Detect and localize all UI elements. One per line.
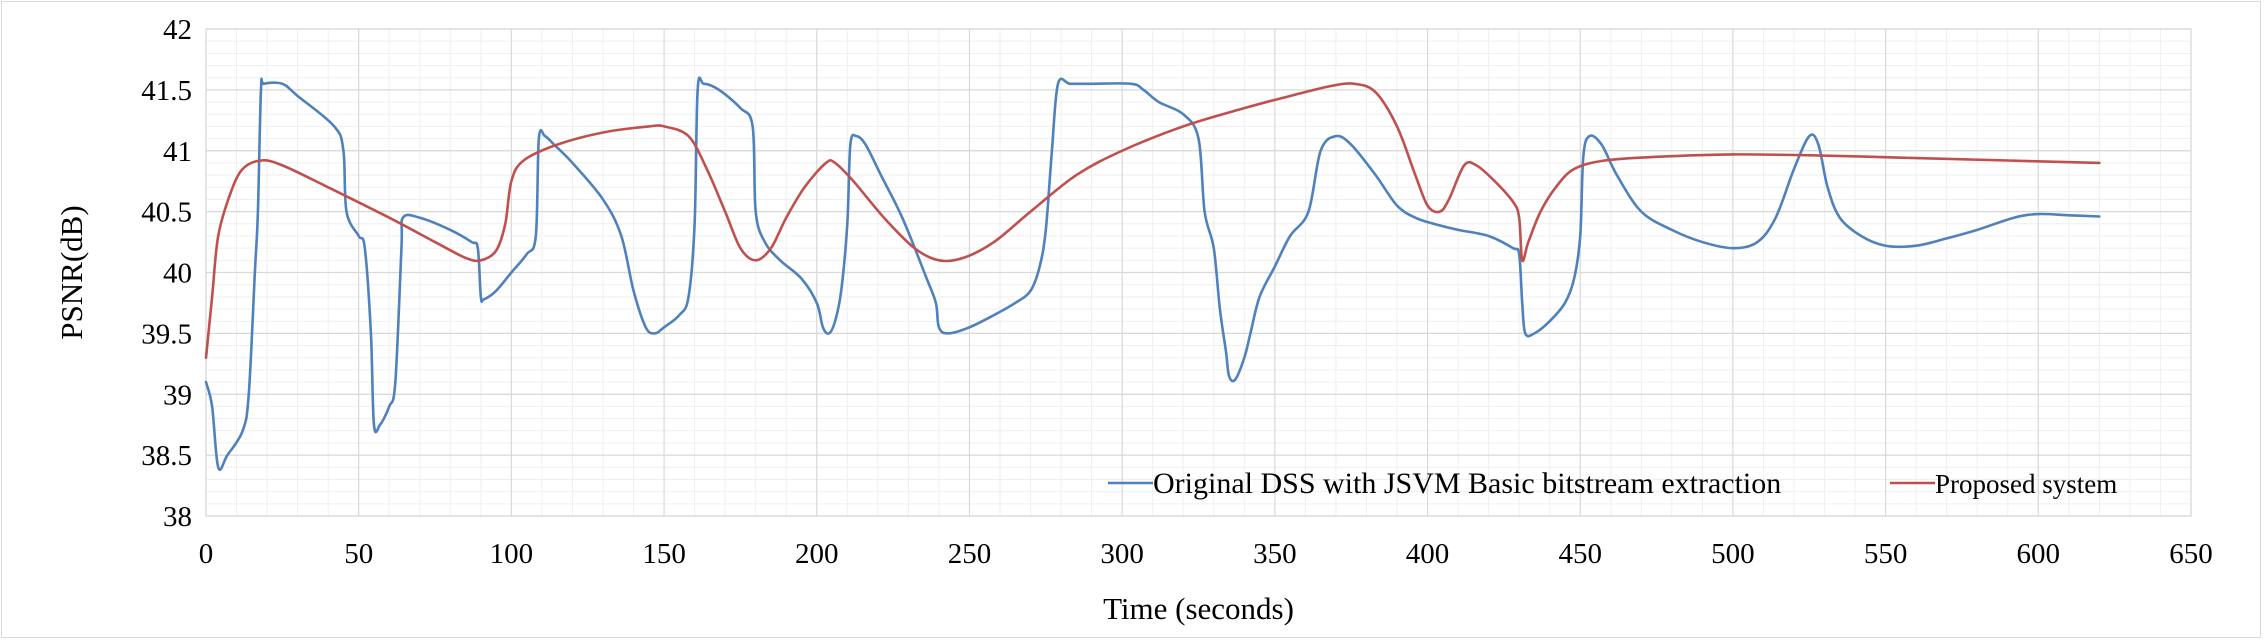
x-tick-label: 150 [642, 538, 686, 570]
y-tick-label: 42 [163, 14, 192, 46]
y-tick-label: 39 [163, 379, 192, 411]
y-tick-label: 38.5 [141, 440, 192, 472]
x-tick-label: 300 [1100, 538, 1144, 570]
x-tick-label: 0 [199, 538, 214, 570]
x-tick-label: 200 [795, 538, 839, 570]
x-tick-label: 50 [344, 538, 373, 570]
y-tick-label: 41.5 [141, 75, 192, 107]
y-tick-labels: 38 38.5 39 39.5 40 40.5 41 41.5 42 [141, 14, 192, 533]
x-tick-label: 400 [1406, 538, 1450, 570]
legend-label-1: Original DSS with JSVM Basic bitstream e… [1153, 467, 1781, 500]
x-axis-label: Time (seconds) [1103, 591, 1294, 626]
x-tick-labels: 0 50 100 150 200 250 300 350 400 450 500 550 600 650 [199, 538, 2213, 570]
y-tick-label: 38 [163, 501, 192, 533]
x-tick-label: 550 [1864, 538, 1908, 570]
series-line-1 [204, 76, 2101, 471]
x-tick-label: 350 [1253, 538, 1297, 570]
series-layer [204, 76, 2101, 471]
x-tick-label: 650 [2169, 538, 2213, 570]
x-tick-label: 450 [1558, 538, 1602, 570]
x-tick-label: 500 [1711, 538, 1755, 570]
legend: Original DSS with JSVM Basic bitstream e… [1108, 467, 2117, 500]
x-tick-label: 600 [2017, 538, 2061, 570]
legend-label-2: Proposed system [1935, 469, 2117, 499]
y-tick-label: 41 [163, 136, 192, 168]
x-tick-label: 250 [948, 538, 992, 570]
series-line-2 [204, 82, 2101, 360]
x-tick-label: 100 [490, 538, 534, 570]
y-tick-label: 40 [163, 258, 192, 290]
y-tick-label: 39.5 [141, 318, 192, 350]
plot-area-border [205, 28, 2192, 517]
y-axis-label: PSNR(dB) [54, 205, 89, 339]
y-tick-label: 40.5 [141, 197, 192, 229]
